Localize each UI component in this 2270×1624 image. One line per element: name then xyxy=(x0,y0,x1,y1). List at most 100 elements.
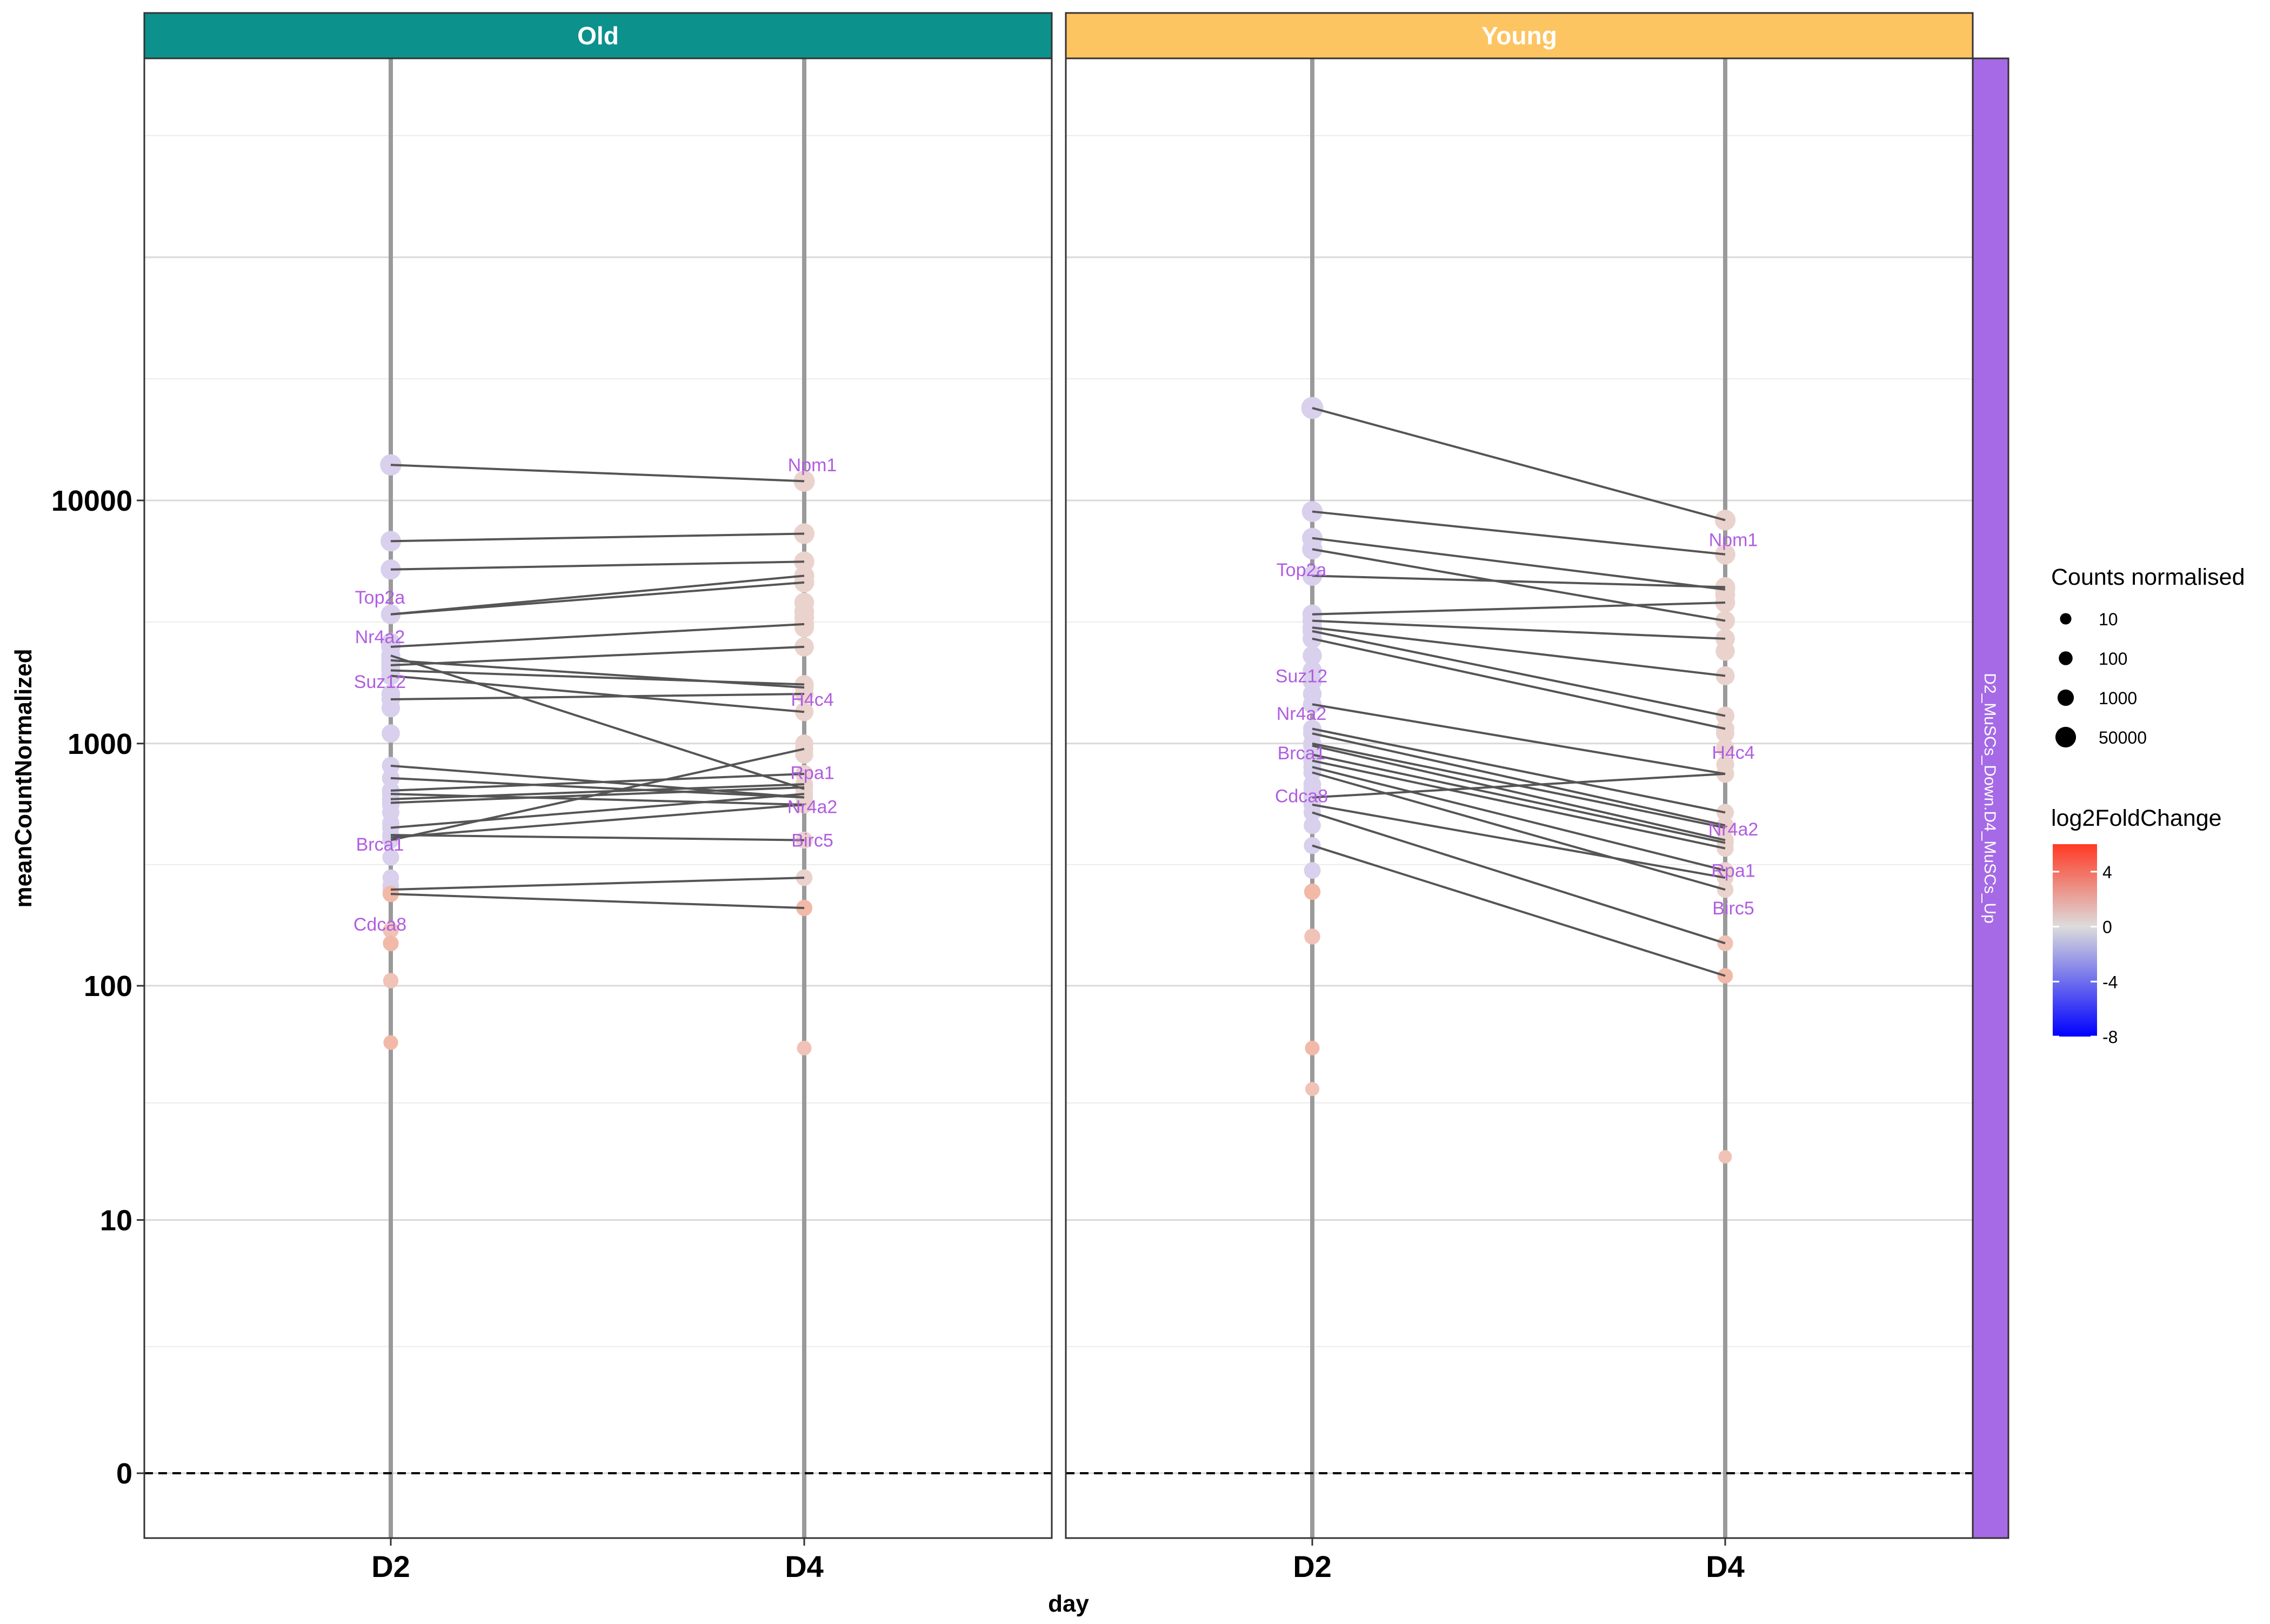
row-strip-label: D2_MuSCs_Down.D4_MuSCs_Up xyxy=(1981,673,1999,924)
point-d2 xyxy=(1304,817,1321,834)
color-legend-label: -8 xyxy=(2102,1027,2118,1047)
point-d4 xyxy=(1716,804,1734,821)
row-strip xyxy=(1972,57,2009,1539)
pair-line xyxy=(390,747,805,841)
point-d2 xyxy=(1304,928,1320,945)
pair-line xyxy=(390,464,805,483)
gene-label: Top2a xyxy=(355,587,405,608)
pair-line xyxy=(390,803,805,839)
size-legend-label: 10 xyxy=(2099,610,2118,629)
color-legend-label: -4 xyxy=(2102,972,2118,992)
gene-label: H4c4 xyxy=(791,690,833,710)
x-axis-title: day xyxy=(1048,1590,1089,1617)
gene-label: Rpa1 xyxy=(790,763,834,783)
point-d4 xyxy=(1717,869,1734,886)
y-tick-label: 0 xyxy=(116,1458,132,1490)
size-legend-key xyxy=(2060,613,2072,625)
pair-line xyxy=(1312,771,1726,891)
pair-line xyxy=(1312,844,1726,977)
size-legend-label: 50000 xyxy=(2099,728,2147,747)
gene-label: Nr4a2 xyxy=(787,797,838,817)
color-legend-label: 4 xyxy=(2102,863,2112,882)
pair-line xyxy=(1312,753,1726,844)
pair-line xyxy=(390,581,805,616)
axis-layer: day meanCountNormalized D2 D4 D2 D410000100… xyxy=(10,485,1745,1617)
pair-line xyxy=(390,659,805,689)
pair-line xyxy=(1312,574,1726,589)
y-tick-label: 100 xyxy=(84,970,132,1003)
point-d2 xyxy=(383,935,399,952)
gene-label: Brca1 xyxy=(356,834,404,855)
pair-line xyxy=(390,893,805,910)
pair-line xyxy=(390,674,805,713)
panel-title: Young xyxy=(1481,22,1557,50)
point-d4 xyxy=(1716,739,1734,757)
color-legend-bar xyxy=(2053,844,2097,1037)
x-tick-label: D4 xyxy=(785,1549,824,1583)
pair-line xyxy=(390,793,805,829)
pair-line xyxy=(1312,602,1726,616)
y-tick-label: 1000 xyxy=(68,728,132,760)
pair-line xyxy=(390,777,805,799)
pair-line xyxy=(390,693,805,701)
gene-label: Suz12 xyxy=(1276,666,1327,686)
gene-label: H4c4 xyxy=(1712,743,1754,763)
pair-line xyxy=(1312,732,1726,827)
gene-label: Top2a xyxy=(1277,560,1327,580)
panel-title: Old xyxy=(577,22,619,50)
gene-label: Npm1 xyxy=(788,455,837,476)
pair-line xyxy=(1312,727,1726,814)
size-legend-key xyxy=(2055,726,2077,748)
point-d2 xyxy=(380,604,401,624)
pair-line xyxy=(390,669,805,686)
point-d2 xyxy=(1303,646,1322,665)
point-d2 xyxy=(383,922,399,938)
pair-line xyxy=(1312,637,1726,730)
pair-line xyxy=(1312,537,1726,591)
size-legend-label: 1000 xyxy=(2099,689,2137,708)
color-legend-label: 0 xyxy=(2102,918,2112,937)
gene-label: Nr4a2 xyxy=(1277,704,1327,724)
pair-line xyxy=(1312,803,1726,879)
legend-layer: Counts normalised log2FoldChange 10 100 10… xyxy=(2051,564,2245,1047)
x-tick-label: D2 xyxy=(371,1549,410,1583)
gene-label: Cdca8 xyxy=(1275,786,1328,806)
gene-label: Brca1 xyxy=(1278,743,1326,764)
point-d2 xyxy=(380,454,402,476)
pair-line xyxy=(1312,626,1726,677)
pair-line xyxy=(390,645,805,666)
point-d4 xyxy=(1717,935,1733,952)
size-legend-key xyxy=(2059,651,2073,665)
pair-line xyxy=(390,834,805,841)
x-tick-label: D4 xyxy=(1706,1549,1745,1583)
size-legend-label: 100 xyxy=(2099,649,2127,669)
pair-line xyxy=(390,623,805,648)
gene-label: Nr4a2 xyxy=(355,627,405,647)
size-legend-title: Counts normalised xyxy=(2051,564,2245,590)
pair-line xyxy=(1312,406,1726,522)
point-d4 xyxy=(796,900,813,917)
pair-line xyxy=(1312,759,1726,850)
gene-label: Npm1 xyxy=(1709,530,1758,550)
gene-label: Rpa1 xyxy=(1711,861,1755,881)
point-d4 xyxy=(797,1040,812,1055)
y-axis-title: meanCountNormalized xyxy=(10,649,37,907)
panel-strip xyxy=(143,12,1053,59)
gene-label: Suz12 xyxy=(354,672,406,692)
point-d2 xyxy=(1304,883,1321,900)
gene-label: Cdca8 xyxy=(353,914,406,935)
pair-line xyxy=(390,532,805,543)
point-d2 xyxy=(383,1035,398,1050)
pair-line xyxy=(1312,772,1726,799)
point-d2 xyxy=(1305,1081,1320,1097)
panel-border xyxy=(143,57,1053,1539)
point-d4 xyxy=(794,592,814,613)
y-tick-label: 10000 xyxy=(51,485,132,517)
pair-line xyxy=(390,877,805,891)
point-d2 xyxy=(382,848,399,866)
point-d2 xyxy=(383,973,399,988)
pair-line xyxy=(390,654,805,790)
pair-line xyxy=(390,574,805,616)
